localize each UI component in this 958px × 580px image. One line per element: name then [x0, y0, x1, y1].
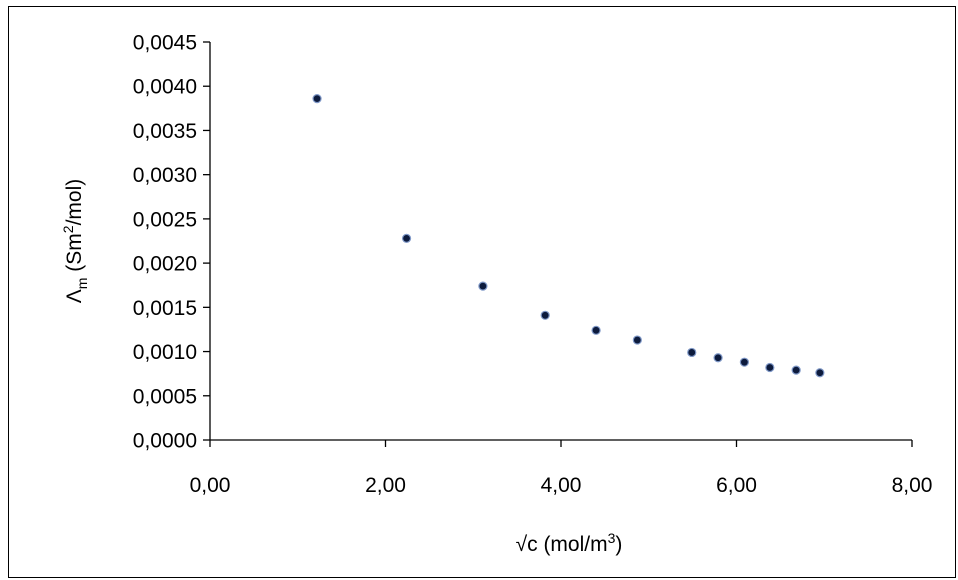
- x-axis-ticks: 0,00 2,00 4,00 6,00 8,00: [190, 440, 933, 497]
- scatter-chart: 0,0000 0,0005 0,0010 0,0015 0,0020 0,0025 0,00…: [60, 32, 933, 557]
- y-tick-label: 0,0040: [133, 76, 197, 99]
- data-point: [312, 94, 322, 104]
- y-axis-title: Λm (Sm2/mol): [60, 179, 90, 304]
- x-tick-label: 0,00: [190, 474, 231, 497]
- chart-frame: 0,0000 0,0005 0,0010 0,0015 0,0020 0,0025 0,00…: [8, 6, 956, 578]
- data-point: [687, 347, 697, 358]
- data-point: [632, 335, 642, 345]
- y-tick-label: 0,0020: [133, 253, 197, 276]
- data-point: [540, 310, 550, 320]
- x-tick-label: 2,00: [365, 474, 406, 497]
- y-tick-label: 0,0000: [133, 430, 197, 453]
- y-tick-label: 0,0015: [133, 297, 197, 320]
- x-tick-label: 6,00: [716, 474, 757, 497]
- data-points: [312, 94, 825, 378]
- data-point: [591, 325, 601, 335]
- data-point: [739, 357, 749, 367]
- y-tick-label: 0,0045: [133, 32, 197, 55]
- data-point: [401, 233, 412, 243]
- x-tick-label: 8,00: [892, 474, 933, 497]
- data-point: [791, 365, 801, 375]
- x-tick-label: 4,00: [541, 474, 582, 497]
- x-axis-title: √c (mol/m3): [516, 530, 623, 556]
- y-tick-label: 0,0010: [133, 341, 197, 364]
- data-point: [478, 281, 488, 291]
- data-point: [713, 353, 723, 363]
- y-tick-label: 0,0030: [133, 164, 197, 187]
- y-tick-label: 0,0035: [133, 120, 197, 143]
- data-point: [765, 362, 775, 373]
- y-axis-ticks: 0,0000 0,0005 0,0010 0,0015 0,0020 0,0025 0,00…: [133, 32, 210, 453]
- y-tick-label: 0,0005: [133, 385, 197, 408]
- data-point: [815, 368, 825, 378]
- y-tick-label: 0,0025: [133, 208, 197, 231]
